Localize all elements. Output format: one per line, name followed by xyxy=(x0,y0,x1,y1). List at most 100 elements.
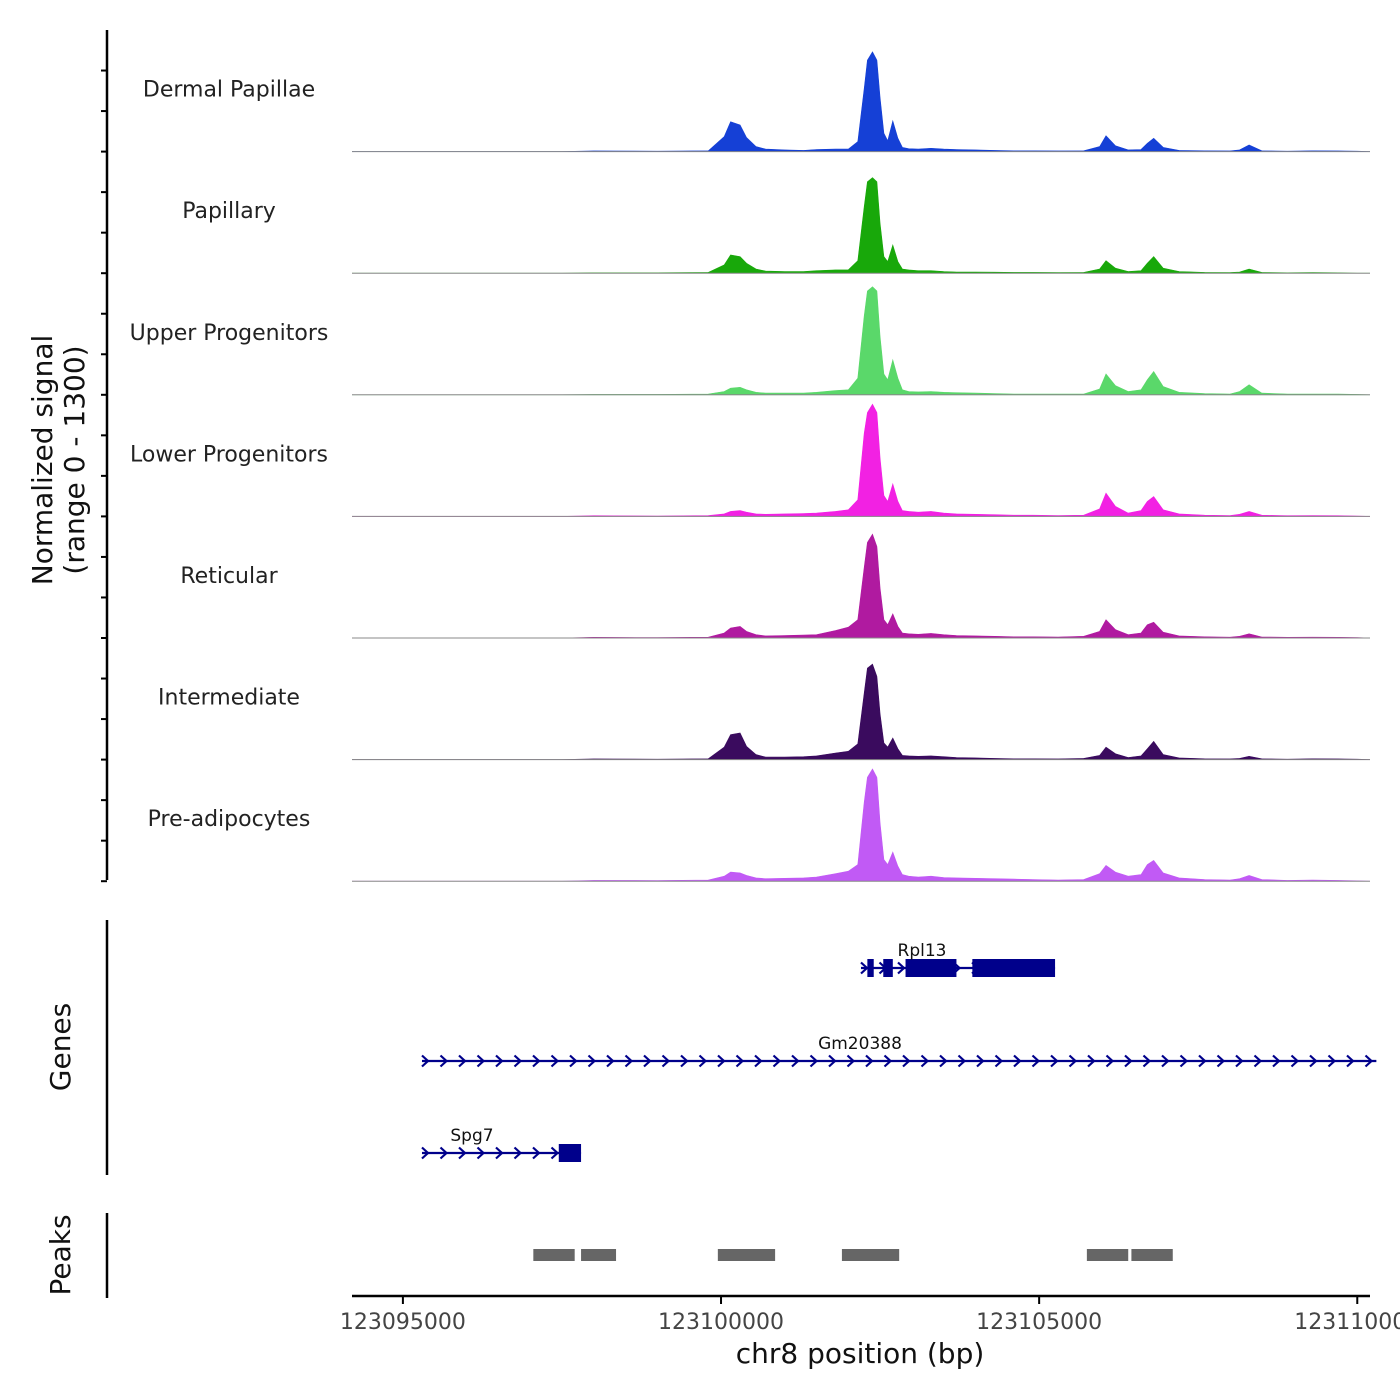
coverage-area xyxy=(352,286,1371,396)
x-tick-label: 123100000 xyxy=(658,1310,784,1335)
track-label: Papillary xyxy=(182,199,276,224)
strand-arrow xyxy=(1161,1054,1170,1068)
strand-arrow xyxy=(569,1054,578,1068)
gene-label: Gm20388 xyxy=(818,1034,902,1054)
strand-arrow xyxy=(550,1054,560,1068)
strand-arrow xyxy=(902,1054,911,1068)
gene-exon xyxy=(867,959,874,977)
strand-arrow xyxy=(976,1054,985,1068)
strand-arrow xyxy=(439,1054,449,1068)
gene-model: Rpl13 xyxy=(860,941,1056,977)
strand-arrow xyxy=(495,1054,504,1068)
strand-arrow xyxy=(809,1054,819,1068)
strand-arrow xyxy=(1031,1054,1041,1068)
strand-arrow xyxy=(846,1054,856,1068)
coverage-tracks: Dermal Papillae Papillary Upper Progenitor… xyxy=(130,51,1371,882)
strand-arrow xyxy=(587,1054,597,1068)
strand-arrow xyxy=(1142,1054,1152,1068)
strand-arrow xyxy=(421,1054,430,1068)
strand-arrow xyxy=(828,1054,837,1068)
strand-arrow xyxy=(717,1054,726,1068)
strand-arrow xyxy=(495,1146,504,1160)
x-axis-ticks: 123095000 123100000 123105000 123110000 xyxy=(340,1296,1400,1335)
track-label: Lower Progenitors xyxy=(130,442,328,467)
peak-region xyxy=(1131,1249,1173,1261)
strand-arrow xyxy=(772,1054,782,1068)
coverage-track: Upper Progenitors xyxy=(130,286,1371,396)
strand-arrow xyxy=(458,1146,467,1160)
strand-arrow xyxy=(550,1146,560,1160)
strand-arrow xyxy=(1198,1054,1207,1068)
coverage-track: Reticular xyxy=(180,533,1371,639)
strand-arrow xyxy=(754,1054,763,1068)
track-label: Dermal Papillae xyxy=(143,78,315,103)
x-axis-title: chr8 position (bp) xyxy=(736,1337,985,1370)
strand-arrow xyxy=(1124,1054,1133,1068)
strand-arrow xyxy=(735,1054,745,1068)
strand-arrow xyxy=(1013,1054,1022,1068)
strand-arrow xyxy=(532,1054,541,1068)
coverage-area xyxy=(352,533,1371,639)
strand-arrow xyxy=(661,1054,671,1068)
strand-arrow xyxy=(513,1054,523,1068)
y-axis-title-range: (range 0 - 1300) xyxy=(58,345,91,574)
strand-arrow xyxy=(1253,1054,1263,1068)
strand-arrow xyxy=(1309,1054,1318,1068)
coverage-track: Pre-adipocytes xyxy=(148,768,1371,882)
gene-annotations: Rpl13 Gm20388 Spg7 xyxy=(421,941,1377,1162)
genes-track-title: Genes xyxy=(44,1003,77,1091)
track-label: Upper Progenitors xyxy=(130,321,329,346)
strand-arrow xyxy=(883,1054,893,1068)
strand-arrow xyxy=(513,1146,523,1160)
strand-arrow xyxy=(1272,1054,1281,1068)
track-label: Pre-adipocytes xyxy=(148,807,311,832)
strand-arrow xyxy=(1364,1054,1374,1068)
strand-arrow xyxy=(624,1054,634,1068)
strand-arrow xyxy=(920,1054,930,1068)
strand-arrow xyxy=(532,1146,541,1160)
coverage-area xyxy=(352,768,1371,882)
peak-region xyxy=(717,1249,776,1261)
gene-exon xyxy=(558,1144,582,1162)
strand-arrow xyxy=(957,1054,967,1068)
gene-model: Spg7 xyxy=(421,1126,582,1162)
strand-arrow xyxy=(606,1054,615,1068)
coverage-track: Dermal Papillae xyxy=(143,51,1371,153)
strand-arrow xyxy=(458,1054,467,1068)
coverage-track: Papillary xyxy=(182,177,1370,274)
peak-regions xyxy=(533,1249,1173,1261)
x-tick-label: 123105000 xyxy=(976,1310,1102,1335)
peak-region xyxy=(533,1249,575,1261)
peaks-track-title: Peaks xyxy=(44,1214,77,1295)
strand-arrow xyxy=(860,961,869,975)
gene-label: Rpl13 xyxy=(898,941,947,961)
track-label: Reticular xyxy=(180,564,278,589)
strand-arrow xyxy=(476,1146,486,1160)
strand-arrow xyxy=(1235,1054,1244,1068)
coverage-area xyxy=(352,663,1371,760)
x-tick-label: 123110000 xyxy=(1294,1310,1400,1335)
strand-arrow xyxy=(1327,1054,1337,1068)
strand-arrow xyxy=(939,1054,948,1068)
strand-arrow xyxy=(791,1054,800,1068)
coverage-area xyxy=(352,51,1371,152)
strand-arrow xyxy=(865,1054,874,1068)
strand-arrow xyxy=(1179,1054,1189,1068)
gene-exon xyxy=(905,959,957,977)
peak-region xyxy=(841,1249,900,1261)
coverage-track: Lower Progenitors xyxy=(130,403,1371,517)
strand-arrow xyxy=(1087,1054,1096,1068)
strand-arrow xyxy=(994,1054,1004,1068)
gene-exon xyxy=(972,959,1056,977)
strand-arrow xyxy=(476,1054,486,1068)
strand-arrow xyxy=(680,1054,689,1068)
y-axis-title: Normalized signal (range 0 - 1300) xyxy=(26,335,91,586)
gene-label: Spg7 xyxy=(450,1126,493,1146)
strand-arrow xyxy=(1068,1054,1078,1068)
strand-arrow xyxy=(698,1054,708,1068)
signal-y-axis-ticks xyxy=(101,69,107,883)
strand-arrow xyxy=(643,1054,652,1068)
strand-arrow xyxy=(421,1146,430,1160)
strand-arrow xyxy=(1050,1054,1059,1068)
